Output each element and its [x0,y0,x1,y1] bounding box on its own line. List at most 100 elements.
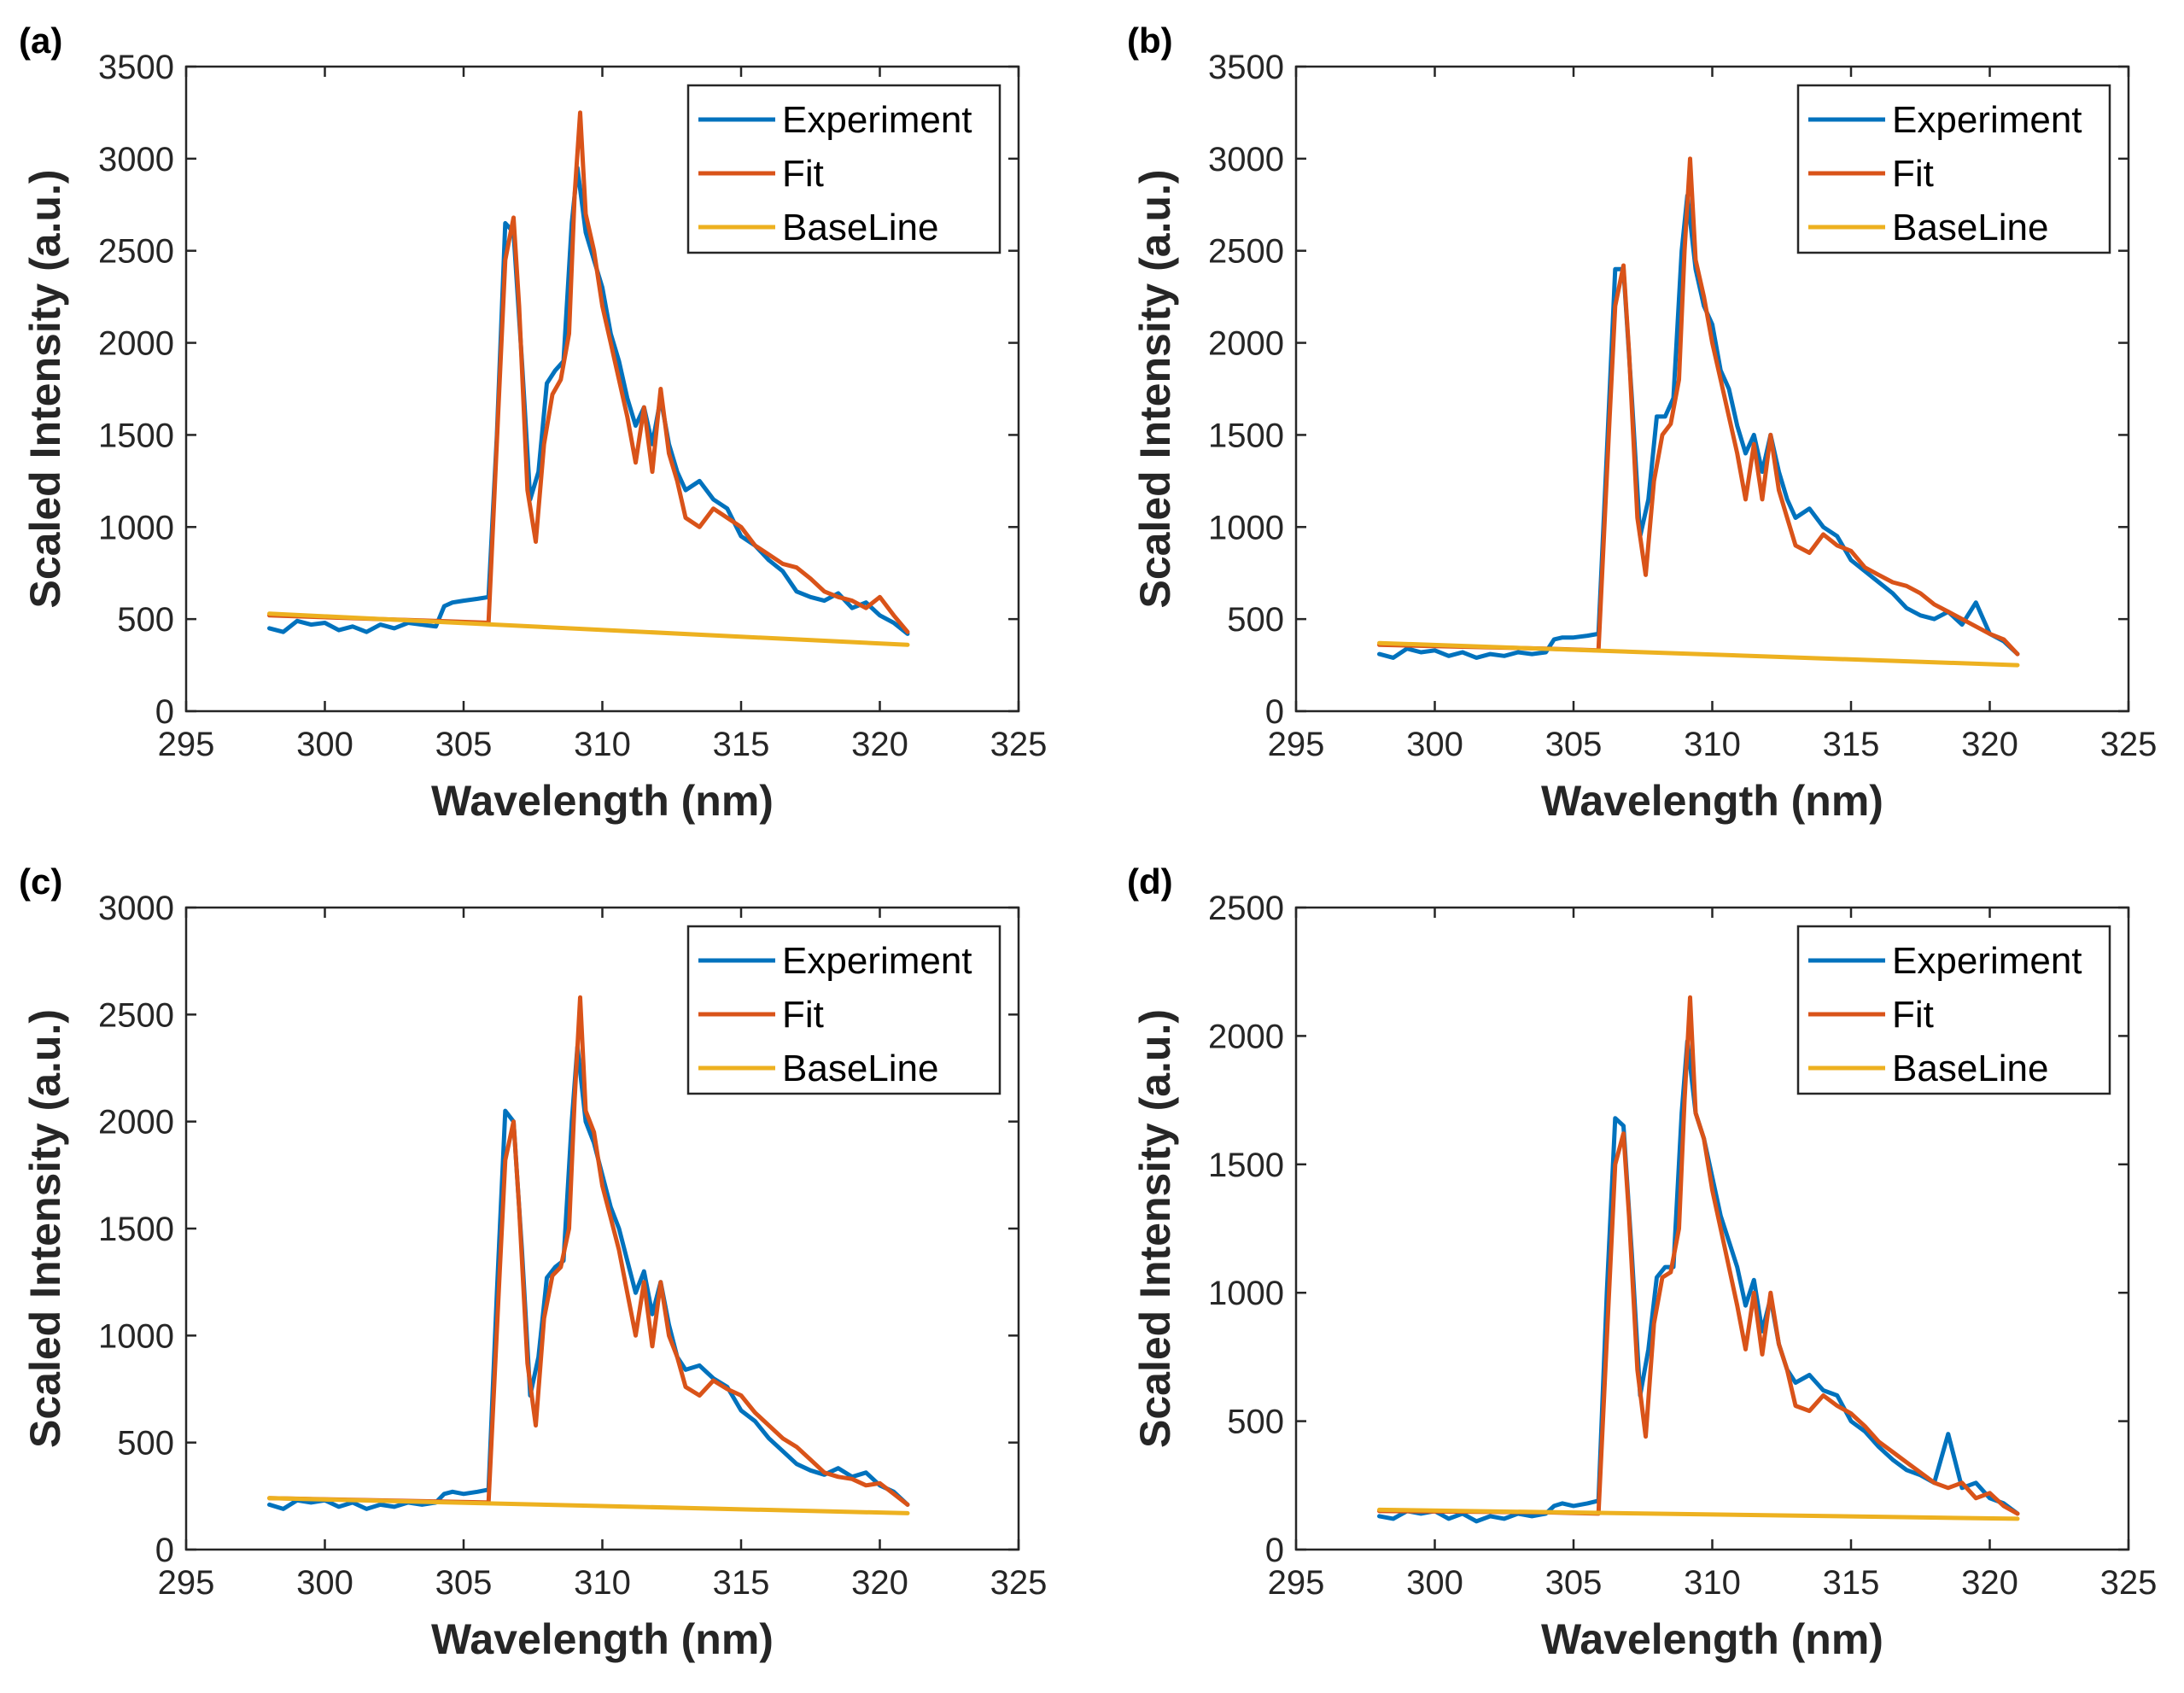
y-axis-label: Scaled Intensity (a.u.) [21,169,69,608]
y-tick-label: 0 [155,1532,174,1569]
legend-box [686,925,1001,1095]
series-line-baseline [1377,1507,2020,1521]
y-axis-label: Scaled Intensity (a.u.) [1131,169,1179,608]
y-tick-label: 1500 [1208,1147,1284,1184]
legend-label-experiment: Experiment [1892,99,2082,141]
panel-label: (c) [19,861,62,902]
y-tick-label: 1000 [98,1317,174,1355]
subplot-b: (b) 295 300 305 310 315 320 325 0 500 1000 1500 2000… [1127,20,2157,825]
y-tick-label: 1500 [98,1211,174,1248]
legend-label-fit: Fit [782,994,824,1036]
legend-label-fit: Fit [782,153,824,195]
y-tick-label: 2000 [1208,325,1284,363]
x-tick-label: 325 [990,1564,1048,1602]
y-tick-label: 2000 [98,1104,174,1141]
subplot-a: (a) 295 300 305 310 315 320 325 0 500 1000 1500 2000… [19,20,1047,825]
y-tick-label: 2000 [98,325,174,363]
x-tick-label: 305 [1545,1564,1603,1602]
x-tick-label: 300 [1406,726,1463,763]
legend-label-experiment: Experiment [1892,940,2082,982]
x-tick-label: 315 [1823,726,1880,763]
legend-label-baseline: BaseLine [1892,1048,2048,1089]
x-tick-label: 320 [851,1564,908,1602]
y-tick-label: 3500 [98,49,174,86]
x-tick-label: 320 [1961,726,2018,763]
legend-label-experiment: Experiment [782,940,972,982]
series-line-baseline [1377,640,2020,668]
y-tick-label: 3000 [1208,141,1284,178]
y-tick-label: 0 [1265,693,1284,731]
x-tick-label: 310 [574,726,631,763]
y-tick-label: 3000 [98,890,174,927]
y-tick-label: 3000 [98,141,174,178]
panel-label: (d) [1127,861,1173,902]
y-tick-label: 500 [117,601,174,639]
legend-box [1796,925,2111,1095]
legend-label-baseline: BaseLine [782,1048,938,1089]
y-tick-label: 1500 [98,417,174,454]
y-tick-label: 2500 [1208,890,1284,927]
legend-label-fit: Fit [1892,153,1934,195]
x-tick-label: 295 [1268,1564,1325,1602]
x-tick-label: 295 [158,726,215,763]
series-line-experiment [267,1044,910,1511]
series-line-baseline [267,611,910,647]
x-axis-label: Wavelength (nm) [1541,777,1883,825]
y-tick-label: 1000 [1208,1275,1284,1312]
x-tick-label: 325 [2100,726,2158,763]
x-tick-label: 315 [1823,1564,1880,1602]
x-tick-label: 300 [296,726,353,763]
x-axis-label: Wavelength (nm) [431,1615,774,1663]
x-tick-label: 320 [1961,1564,2018,1602]
x-tick-label: 295 [1268,726,1325,763]
x-tick-label: 310 [1684,726,1741,763]
x-tick-label: 325 [990,726,1048,763]
series-line-experiment [267,166,910,636]
y-tick-label: 500 [117,1425,174,1462]
series-line-fit [1377,995,2020,1516]
y-tick-label: 500 [1227,1404,1284,1441]
y-axis-label: Scaled Intensity (a.u.) [1131,1009,1179,1448]
x-tick-label: 305 [1545,726,1603,763]
x-tick-label: 325 [2100,1564,2158,1602]
x-tick-label: 310 [1684,1564,1741,1602]
series-line-fit [1377,156,2020,657]
legend-box [1796,84,2111,254]
x-tick-label: 305 [435,1564,493,1602]
y-tick-label: 2500 [98,233,174,271]
y-tick-label: 500 [1227,601,1284,639]
x-axis-label: Wavelength (nm) [1541,1615,1883,1663]
x-tick-label: 320 [851,726,908,763]
y-tick-label: 1000 [98,509,174,546]
x-tick-label: 315 [713,1564,770,1602]
panel-label: (a) [19,20,62,61]
subplot-d: (d) 295 300 305 310 315 320 325 0 500 1000 1500 2000… [1127,861,2157,1663]
x-tick-label: 300 [1406,1564,1463,1602]
x-tick-label: 310 [574,1564,631,1602]
series-line-experiment [1377,193,2020,660]
y-tick-label: 2500 [98,996,174,1034]
legend-label-experiment: Experiment [782,99,972,141]
y-tick-label: 3500 [1208,49,1284,86]
x-tick-label: 295 [158,1564,215,1602]
x-axis-label: Wavelength (nm) [431,777,774,825]
x-tick-label: 300 [296,1564,353,1602]
x-tick-label: 305 [435,726,493,763]
legend-label-baseline: BaseLine [1892,207,2048,248]
series-line-fit [267,110,910,634]
legend-label-baseline: BaseLine [782,207,938,248]
y-tick-label: 2500 [1208,233,1284,271]
x-tick-label: 315 [713,726,770,763]
panel-label: (b) [1127,20,1173,61]
y-tick-label: 0 [1265,1532,1284,1569]
series-line-experiment [1377,1038,2020,1524]
series-line-fit [267,995,910,1507]
y-tick-label: 1500 [1208,417,1284,454]
legend-label-fit: Fit [1892,994,1934,1036]
y-axis-label: Scaled Intensity (a.u.) [21,1009,69,1448]
series-line-baseline [267,1496,910,1515]
subplot-c: (c) 295 300 305 310 315 320 325 0 500 1000 1500 2000… [19,861,1047,1663]
y-tick-label: 0 [155,693,174,731]
legend-box [686,84,1001,254]
